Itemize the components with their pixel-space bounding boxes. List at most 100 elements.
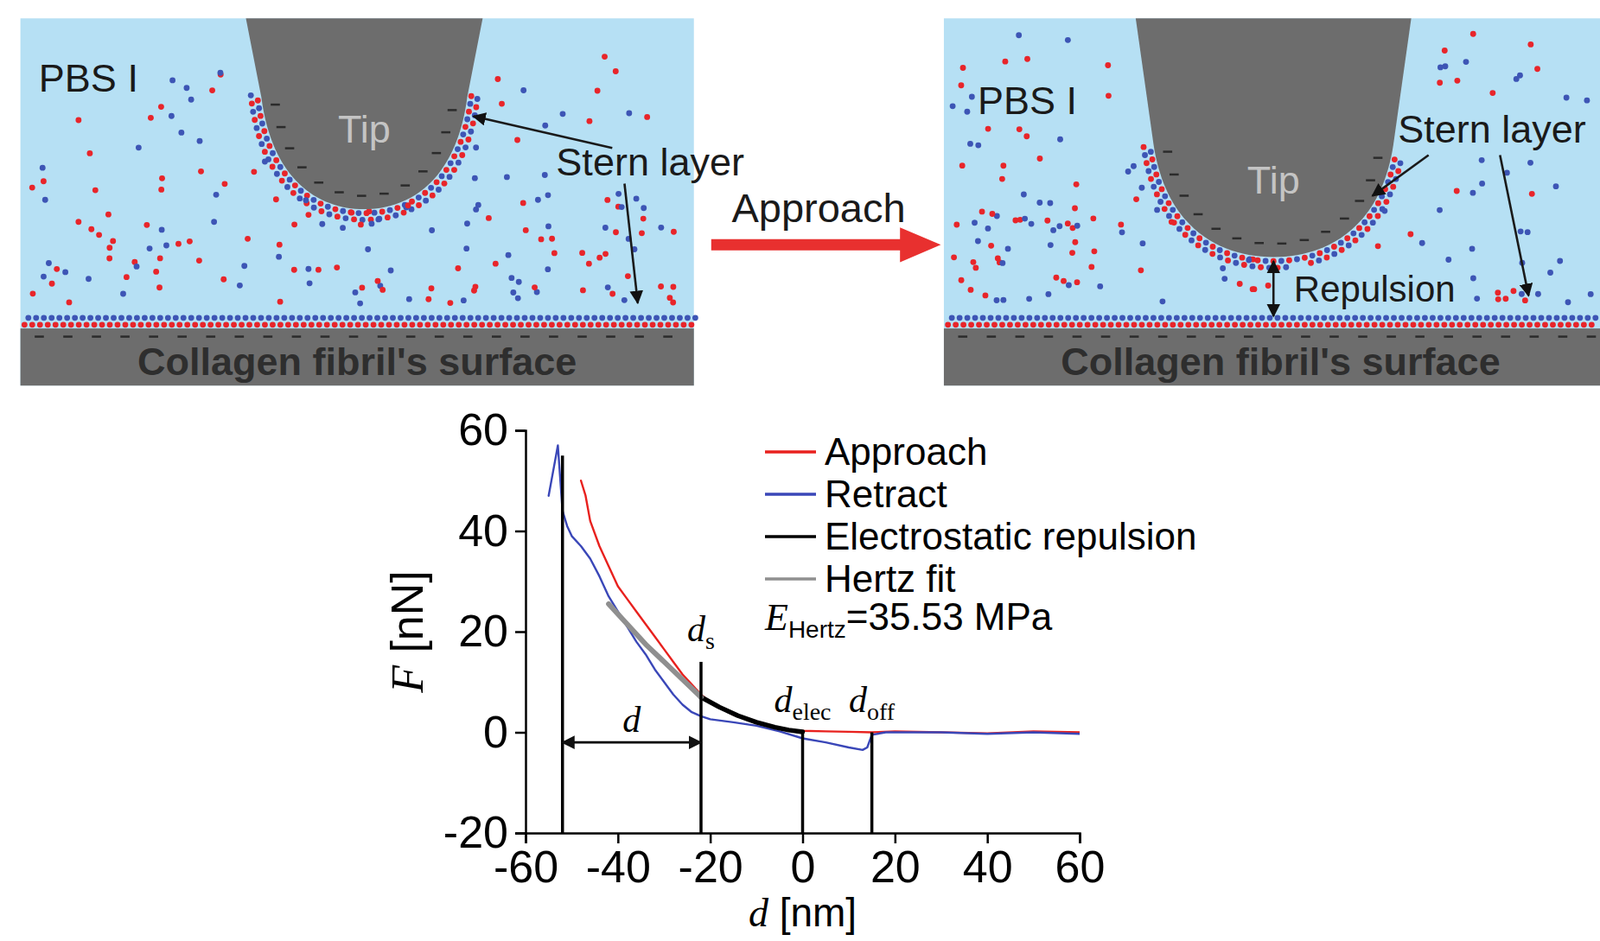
ion — [99, 321, 106, 328]
ion — [83, 321, 90, 328]
ion — [638, 229, 645, 236]
ion — [1074, 279, 1081, 286]
tip — [1135, 18, 1412, 257]
ion — [1309, 252, 1316, 259]
ion — [1470, 190, 1477, 197]
ion — [1489, 89, 1496, 96]
ion — [1331, 243, 1338, 250]
ion — [1518, 321, 1525, 328]
tip-body — [245, 18, 483, 210]
ion — [1137, 267, 1144, 274]
ion — [1168, 218, 1175, 225]
negative-charge — [270, 103, 281, 107]
legend-label: Approach — [824, 430, 988, 473]
ion — [363, 321, 370, 328]
ion — [1530, 314, 1537, 321]
ion — [545, 223, 552, 230]
marker-subscript: s — [705, 627, 715, 655]
ion — [1028, 221, 1035, 228]
ion — [348, 210, 355, 217]
ion — [248, 92, 255, 99]
ion — [580, 321, 587, 328]
ion — [429, 192, 436, 199]
negative-charge — [1320, 230, 1331, 234]
ion — [44, 321, 51, 328]
ion — [1469, 245, 1476, 252]
ion — [1202, 247, 1209, 254]
ion — [95, 231, 102, 238]
negative-charge — [1158, 335, 1168, 338]
negative-charge — [1357, 335, 1368, 338]
ion — [1436, 79, 1443, 86]
ion — [1174, 213, 1181, 220]
ion — [1096, 283, 1103, 290]
ion — [1445, 256, 1452, 263]
ion — [261, 127, 268, 134]
ion — [1440, 321, 1448, 328]
ion — [624, 273, 632, 280]
ion — [1478, 180, 1486, 187]
ion — [1080, 314, 1087, 321]
ion — [261, 321, 268, 328]
ion — [967, 140, 974, 147]
ion — [1389, 184, 1397, 191]
ion — [428, 285, 435, 292]
ion — [230, 321, 237, 328]
ion — [40, 274, 47, 281]
ion — [158, 103, 165, 110]
ion — [1224, 257, 1231, 264]
distance-span — [562, 741, 702, 745]
ion — [1553, 183, 1560, 190]
marker-subscript: elec — [791, 698, 831, 726]
ion — [630, 314, 637, 321]
ion — [1033, 314, 1040, 321]
ion — [471, 321, 478, 328]
panel-labels: PBS ITipStern layerCollagen fibril's sur… — [38, 56, 745, 384]
ion — [1340, 321, 1347, 328]
ion — [1267, 314, 1274, 321]
ion — [994, 255, 1001, 262]
negative-charge — [634, 335, 644, 338]
ion — [364, 246, 371, 253]
ion — [1190, 230, 1197, 237]
ion — [1003, 314, 1010, 321]
ion — [1580, 321, 1588, 328]
ion — [952, 321, 959, 328]
ion — [1338, 239, 1345, 246]
negative-charge — [1300, 335, 1311, 338]
ion — [1472, 321, 1479, 328]
ion — [1375, 213, 1382, 220]
tick-mark — [515, 631, 526, 634]
ion — [379, 209, 386, 216]
ion — [1448, 321, 1455, 328]
modulus-symbol: E — [764, 596, 789, 639]
ion — [1259, 314, 1266, 321]
ion — [633, 196, 640, 203]
ion — [1088, 263, 1095, 270]
ion — [1534, 321, 1541, 328]
ion — [66, 299, 73, 306]
ion — [1021, 216, 1028, 223]
ion — [324, 321, 331, 328]
ion — [985, 225, 992, 232]
ion — [614, 314, 621, 321]
ion — [509, 321, 517, 328]
ion — [1565, 299, 1572, 306]
negative-charge — [1587, 335, 1597, 338]
ion — [1359, 314, 1366, 321]
ion — [394, 321, 401, 328]
ion — [30, 290, 37, 297]
ion — [551, 250, 558, 257]
ion — [352, 289, 359, 296]
ion — [277, 164, 284, 171]
ion — [394, 204, 401, 211]
negative-charge — [1373, 156, 1384, 160]
ion — [643, 114, 651, 121]
ion — [1391, 156, 1398, 163]
ion — [457, 139, 464, 146]
ion — [1065, 282, 1072, 289]
ion — [1173, 314, 1180, 321]
ion — [1176, 225, 1183, 232]
ion — [1249, 263, 1256, 270]
ion — [1255, 321, 1262, 328]
